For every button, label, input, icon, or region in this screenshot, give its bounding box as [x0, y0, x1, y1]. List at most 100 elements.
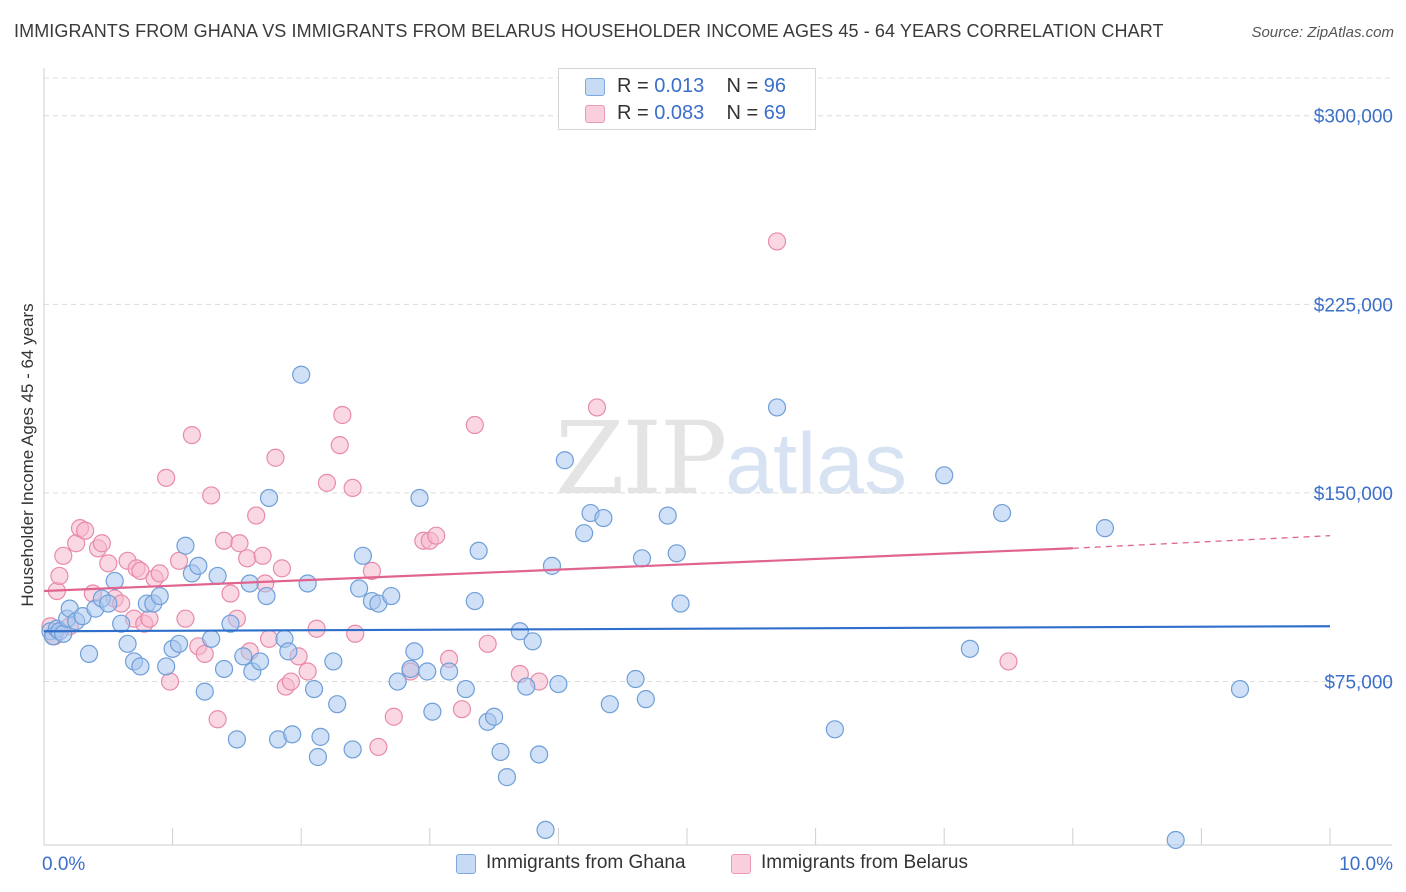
point-belarus	[99, 554, 118, 573]
legend-r-label: R =	[617, 102, 655, 124]
point-belarus	[150, 564, 169, 583]
point-ghana	[105, 571, 124, 591]
point-ghana	[382, 586, 401, 606]
watermark: ZIPatlas	[555, 400, 907, 517]
trend-line-belarus	[43, 547, 1073, 593]
point-ghana	[549, 674, 568, 694]
point-belarus	[214, 531, 234, 550]
point-ghana	[150, 586, 169, 606]
point-ghana	[410, 488, 429, 508]
chart-title: IMMIGRANTS FROM GHANA VS IMMIGRANTS FROM…	[14, 21, 1164, 41]
point-ghana	[388, 672, 407, 691]
point-ghana	[343, 740, 362, 759]
point-belarus	[999, 652, 1018, 671]
point-ghana	[208, 566, 227, 586]
bottom-legend-label-belarus: Immigrants from Belarus	[761, 852, 968, 873]
point-ghana	[626, 669, 645, 689]
point-belarus	[369, 737, 388, 757]
point-ghana	[992, 503, 1012, 523]
point-belarus	[384, 707, 403, 726]
point-ghana	[456, 679, 475, 699]
point-belarus	[160, 672, 180, 691]
point-ghana	[189, 556, 208, 575]
point-belarus	[478, 634, 497, 653]
point-ghana	[542, 556, 562, 575]
point-ghana	[176, 536, 195, 555]
point-ghana	[1230, 679, 1250, 699]
point-ghana	[960, 639, 980, 658]
trend-line-ghana	[43, 625, 1331, 633]
legend-swatch-ghana	[585, 78, 605, 96]
point-ghana	[279, 642, 298, 661]
point-ghana	[298, 574, 317, 593]
point-belarus	[131, 561, 150, 580]
point-ghana	[112, 614, 131, 633]
point-belarus	[465, 415, 484, 435]
point-ghana	[510, 622, 529, 641]
source-credit: Source: ZipAtlas.com	[1251, 24, 1394, 41]
y-tick-label: $75,000	[1324, 673, 1393, 694]
point-ghana	[157, 657, 176, 676]
point-ghana	[227, 730, 246, 749]
point-belarus	[452, 700, 472, 719]
point-belarus	[587, 398, 607, 417]
legend-swatch-belarus	[585, 105, 605, 123]
point-ghana	[536, 820, 555, 840]
point-belarus	[343, 478, 362, 498]
point-belarus	[54, 546, 73, 565]
y-tick-label: $300,000	[1314, 107, 1393, 128]
point-belarus	[307, 619, 326, 638]
point-ghana	[221, 614, 240, 633]
point-ghana	[401, 659, 420, 679]
legend-r-value-ghana: 0.013	[654, 75, 705, 97]
point-belarus	[317, 473, 337, 492]
point-ghana	[671, 594, 690, 613]
point-ghana	[1166, 830, 1185, 850]
x-tick-label-max: 10.0%	[1339, 854, 1393, 875]
point-belarus	[140, 609, 159, 628]
point-ghana	[99, 594, 118, 613]
legend-r-value-belarus: 0.083	[654, 102, 705, 124]
point-ghana	[825, 720, 844, 739]
point-ghana	[418, 662, 437, 681]
legend-n-label: N =	[726, 102, 764, 124]
point-ghana	[491, 742, 510, 762]
point-ghana	[600, 695, 619, 714]
point-ghana	[485, 707, 504, 726]
point-belarus	[272, 559, 292, 578]
point-ghana	[79, 644, 99, 663]
point-belarus	[182, 425, 201, 445]
point-belarus	[50, 566, 69, 586]
point-ghana	[308, 747, 328, 767]
point-belarus	[92, 534, 111, 553]
point-belarus	[298, 662, 317, 681]
point-belarus	[208, 710, 227, 729]
point-belarus	[157, 468, 176, 487]
correlation-legend: R = 0.013 N = 96 R = 0.083 N = 69	[558, 68, 816, 130]
bottom-legend-swatch-ghana	[456, 854, 476, 874]
point-ghana	[131, 657, 150, 676]
point-ghana	[304, 679, 324, 699]
point-ghana	[935, 466, 954, 485]
point-belarus	[362, 561, 382, 580]
legend-n-value-belarus: 69	[763, 102, 787, 124]
bottom-legend-label-ghana: Immigrants from Ghana	[486, 852, 686, 873]
point-ghana	[250, 652, 270, 671]
point-belarus	[259, 629, 279, 648]
watermark-zip: ZIP	[555, 400, 727, 517]
point-belarus	[76, 521, 95, 540]
y-tick-label: $225,000	[1314, 295, 1393, 316]
point-ghana	[234, 647, 253, 666]
point-ghana	[214, 659, 234, 679]
point-belarus	[195, 644, 214, 663]
point-ghana	[767, 398, 787, 417]
point-belarus	[427, 526, 446, 545]
trend-extension-belarus	[1072, 535, 1331, 549]
point-ghana	[658, 506, 677, 525]
x-tick-label-min: 0.0%	[42, 854, 85, 875]
point-belarus	[247, 506, 266, 525]
point-ghana	[324, 652, 343, 671]
point-ghana	[469, 541, 488, 560]
bottom-legend-swatch-belarus	[731, 854, 751, 874]
